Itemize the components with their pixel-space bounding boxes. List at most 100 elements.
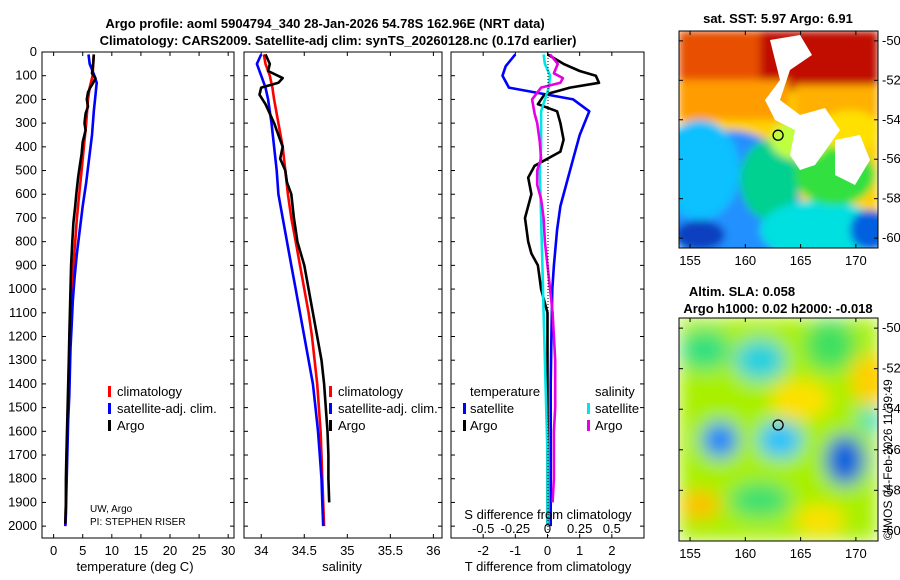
sst-map-frame xyxy=(678,30,879,249)
legend-swatch-climatology xyxy=(329,386,332,397)
legend-label-s-satellite: satellite xyxy=(595,401,639,416)
map-y-tick-label: -52 xyxy=(882,72,900,87)
y-tick-label: 600 xyxy=(15,186,37,201)
y-tick-label: 1000 xyxy=(8,281,37,296)
x-tick-label: 25 xyxy=(192,543,206,558)
y-tick-label: 800 xyxy=(15,234,37,249)
pi-text-line1: UW, Argo xyxy=(90,504,133,515)
legend-label-climatology: climatology xyxy=(338,384,404,399)
y-tick-label: 1600 xyxy=(8,423,37,438)
x-tick-label: -2 xyxy=(477,543,489,558)
sst-map-panel: sat. SST: 5.97 Argo: 6.91 1 xyxy=(678,11,900,268)
legend-label-satellite-adj: satellite-adj. clim. xyxy=(117,401,217,416)
difference-legend: temperature salinity satellite Argo sate… xyxy=(463,384,639,433)
sla-map-title-line2: Argo h1000: 0.02 h2000: -0.018 xyxy=(683,301,872,316)
x-tick-label: 34.5 xyxy=(292,543,317,558)
y-tick-label: 0 xyxy=(30,44,37,59)
map-x-tick-label: 165 xyxy=(790,546,812,561)
legend-label-t-satellite: satellite xyxy=(470,401,514,416)
x-tick-label: 5 xyxy=(79,543,86,558)
sla-map-frame xyxy=(678,317,879,542)
sst-cloud-mask xyxy=(835,135,870,185)
x-tick-label: 0 xyxy=(50,543,57,558)
legend-label-satellite-adj: satellite-adj. clim. xyxy=(338,401,438,416)
y-tick-label: 100 xyxy=(15,68,37,83)
map-y-tick-label: -56 xyxy=(882,151,900,166)
sla-heatmap xyxy=(679,318,878,541)
map-x-tick-label: 170 xyxy=(845,253,867,268)
legend-label-climatology: climatology xyxy=(117,384,183,399)
y-tick-label: 1800 xyxy=(8,471,37,486)
temperature-legend: climatology satellite-adj. clim. Argo xyxy=(108,384,217,433)
series-line-satellite-adj-clim- xyxy=(255,53,325,527)
sal-tick-label: 0 xyxy=(544,521,551,536)
map-y-tick-label: -54 xyxy=(882,401,900,416)
y-tick-label: 1900 xyxy=(8,494,37,509)
sal-tick-label: -0.25 xyxy=(501,521,531,536)
y-tick-label: 200 xyxy=(15,91,37,106)
x-tick-label: 35 xyxy=(340,543,354,558)
legend-swatch-satellite-adj xyxy=(329,403,332,414)
x-tick-label: 10 xyxy=(105,543,119,558)
series-line-t-satellite xyxy=(501,53,591,527)
y-tick-label: 1400 xyxy=(8,376,37,391)
argo-float-marker xyxy=(772,129,784,141)
x-tick-label: 36 xyxy=(426,543,440,558)
pi-text-line2: PI: STEPHEN RISER xyxy=(90,517,186,528)
sal-tick-label: -0.5 xyxy=(472,521,494,536)
y-tick-label: 300 xyxy=(15,115,37,130)
legend-title-salinity: salinity xyxy=(595,384,635,399)
figure-title-line2: Climatology: CARS2009. Satellite-adj cli… xyxy=(100,33,577,48)
y-tick-label: 2000 xyxy=(8,518,37,533)
map-x-tick-label: 170 xyxy=(845,546,867,561)
map-y-tick-label: -50 xyxy=(882,320,900,335)
legend-swatch-t-satellite xyxy=(463,403,466,414)
series-line-s-argo xyxy=(530,53,565,503)
series-line-climatology xyxy=(262,54,326,527)
legend-swatch-argo xyxy=(329,420,332,431)
x-tick-label: 30 xyxy=(221,543,235,558)
legend-label-s-argo: Argo xyxy=(595,418,622,433)
map-x-tick-label: 155 xyxy=(679,546,701,561)
difference-profile-panel: -2 -1 0 1 2 S difference from climatology -0… xyxy=(450,51,645,574)
salinity-legend: climatology satellite-adj. clim. Argo xyxy=(329,384,438,433)
map-y-tick-label: -54 xyxy=(882,112,900,127)
y-tick-label: 900 xyxy=(15,257,37,272)
map-y-tick-label: -60 xyxy=(882,230,900,245)
map-x-tick-label: 160 xyxy=(734,546,756,561)
map-x-tick-label: 160 xyxy=(734,253,756,268)
x-tick-label: 2 xyxy=(608,543,615,558)
figure-title-line1: Argo profile: aoml 5904794_340 28-Jan-20… xyxy=(105,16,544,31)
legend-swatch-satellite-adj xyxy=(108,403,111,414)
imos-credit: ©IMOS 04-Feb-2026 11:39:49 xyxy=(881,379,895,540)
salinity-xlabel: salinity xyxy=(322,559,362,574)
map-x-tick-label: 165 xyxy=(790,253,812,268)
sla-map-panel: Altim. SLA: 0.058 Argo h1000: 0.02 h2000… xyxy=(678,284,900,561)
map-y-tick-label: -58 xyxy=(882,191,900,206)
temperature-xlabel: temperature (deg C) xyxy=(76,559,193,574)
map-y-tick-label: -56 xyxy=(882,442,900,457)
legend-swatch-climatology xyxy=(108,386,111,397)
y-tick-label: 1700 xyxy=(8,447,37,462)
y-tick-label: 700 xyxy=(15,210,37,225)
temperature-profile-panel: 0100200300400500600700800900100011001200… xyxy=(8,44,235,574)
x-tick-label: 20 xyxy=(163,543,177,558)
difference-xlabel-top: S difference from climatology xyxy=(464,507,632,522)
y-tick-label: 400 xyxy=(15,139,37,154)
sla-map-title-line1: Altim. SLA: 0.058 xyxy=(689,284,795,299)
map-y-tick-label: -52 xyxy=(882,361,900,376)
x-tick-label: 35.5 xyxy=(378,543,403,558)
map-y-tick-label: -60 xyxy=(882,523,900,538)
salinity-profile-panel: 34 34.5 35 35.5 36 salinity climatology sate… xyxy=(243,51,443,574)
x-tick-label: 34 xyxy=(254,543,268,558)
argo-float-marker xyxy=(772,419,784,431)
series-line-argo xyxy=(258,53,331,503)
x-tick-label: 1 xyxy=(576,543,583,558)
legend-swatch-t-argo xyxy=(463,420,466,431)
y-tick-label: 1300 xyxy=(8,352,37,367)
sal-tick-label: 0.5 xyxy=(603,521,621,536)
sal-tick-label: 0.25 xyxy=(567,521,592,536)
series-line-s-satellite xyxy=(538,54,552,527)
y-tick-label: 500 xyxy=(15,163,37,178)
